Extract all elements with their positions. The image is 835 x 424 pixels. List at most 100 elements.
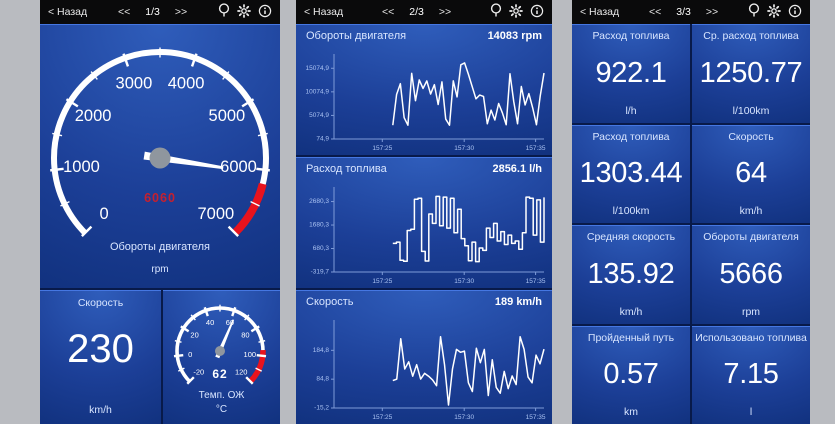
rpm-gauge-widget[interactable]: 0 1000 2000 3000 4000 5000 6000 7000 6060 Оборот…: [40, 24, 280, 288]
svg-text:157:25: 157:25: [372, 278, 392, 285]
svg-text:74,9: 74,9: [316, 136, 329, 143]
settings-gear-icon[interactable]: [767, 3, 781, 21]
svg-text:20: 20: [190, 331, 198, 340]
speed-value: 230: [67, 327, 134, 371]
svg-text:184,8: 184,8: [313, 347, 330, 354]
rpm-chart-current-value: 14083 rpm: [487, 30, 542, 42]
svg-text:7000: 7000: [198, 205, 235, 223]
svg-text:157:25: 157:25: [372, 145, 392, 152]
speed-unit: km/h: [89, 404, 112, 416]
page-indicator: 3/3: [676, 6, 691, 18]
nav-header: < Назад << 2/3 >>: [296, 0, 552, 24]
tile-title: Использовано топлива: [695, 331, 807, 344]
next-page-button[interactable]: >>: [438, 6, 452, 18]
tile-speed[interactable]: Скорость 64 km/h: [692, 124, 810, 223]
rpm-gauge-title: Обороты двигателя: [109, 241, 211, 253]
nav-header: < Назад << 3/3 >>: [572, 0, 810, 24]
tile-title: Расход топлива: [592, 130, 670, 143]
svg-text:157:30: 157:30: [454, 414, 474, 421]
page-switcher: << 1/3 >>: [87, 6, 218, 18]
svg-text:3000: 3000: [116, 74, 153, 92]
coolant-temp-gauge-widget[interactable]: -20 0 20 40 60 80 100 120 62 Темп. ОЖ °C: [163, 290, 280, 424]
tile-value: 5666: [719, 257, 783, 290]
prev-page-button[interactable]: <<: [118, 6, 131, 18]
svg-text:157:30: 157:30: [454, 278, 474, 285]
back-button[interactable]: < Назад: [304, 6, 344, 18]
page-indicator: 1/3: [145, 6, 160, 18]
prev-page-button[interactable]: <<: [382, 6, 395, 18]
screen-dashboard-gauges: < Назад << 1/3 >> 0 1000 2000 3000 4000 5000 6…: [40, 0, 280, 424]
svg-text:157:25: 157:25: [372, 414, 392, 421]
speed-chart: -15,2 84,8 184,8 157:25 157:30 157:35: [313, 320, 546, 421]
screen-live-charts: < Назад << 2/3 >> Обороты двигателя 1408…: [296, 0, 552, 424]
fuel-rate-chart: -319,7 680,3 1680,3 2680,3 157:25 157:30 157:3…: [309, 187, 546, 285]
svg-text:120: 120: [235, 368, 248, 377]
svg-text:2000: 2000: [75, 107, 112, 125]
speed-chart-current-value: 189 km/h: [494, 296, 542, 308]
speed-value-widget[interactable]: Скорость 230 km/h: [40, 290, 161, 424]
settings-gear-icon[interactable]: [237, 3, 251, 21]
tile-average-speed[interactable]: Средняя скорость 135.92 km/h: [572, 225, 690, 324]
svg-text:0: 0: [188, 350, 192, 359]
tile-value: 7.15: [723, 358, 779, 391]
info-icon[interactable]: [530, 4, 544, 21]
tile-title: Средняя скорость: [586, 231, 676, 243]
tile-title: Пройденный путь: [587, 331, 675, 344]
tile-title: Расход топлива: [592, 30, 670, 42]
info-icon[interactable]: [258, 4, 272, 21]
connection-status-icon[interactable]: [490, 3, 502, 21]
svg-text:157:35: 157:35: [526, 278, 546, 285]
svg-text:60: 60: [226, 318, 234, 327]
svg-text:1680,3: 1680,3: [309, 222, 329, 229]
tile-value: 135.92: [587, 257, 675, 290]
coolant-temp-title: Темп. ОЖ: [198, 390, 245, 401]
prev-page-button[interactable]: <<: [649, 6, 662, 18]
rpm-chart: 74,9 5074,9 10074,9 15074,9 157:25 157:30 157:…: [306, 54, 546, 152]
tile-unit: km/h: [619, 305, 643, 318]
tile-engine-rpm[interactable]: Обороты двигателя 5666 rpm: [692, 225, 810, 324]
svg-text:157:30: 157:30: [454, 145, 474, 152]
svg-text:40: 40: [206, 318, 214, 327]
speed-title: Скорость: [77, 297, 124, 309]
page-switcher: << 2/3 >>: [343, 6, 490, 18]
fuel-rate-chart-current-value: 2856.1 l/h: [492, 163, 542, 175]
svg-text:84,8: 84,8: [316, 376, 329, 383]
tile-unit: km: [624, 406, 638, 418]
svg-text:15074,9: 15074,9: [306, 65, 330, 72]
svg-text:5074,9: 5074,9: [309, 112, 329, 119]
connection-status-icon[interactable]: [748, 3, 760, 21]
back-button[interactable]: < Назад: [48, 6, 88, 18]
fuel-rate-chart-widget[interactable]: Расход топлива 2856.1 l/h -319,7 680,3 168…: [296, 157, 552, 288]
tile-fuel-rate[interactable]: Расход топлива 922.1 l/h: [572, 24, 690, 123]
coolant-temp-unit: °C: [215, 404, 228, 415]
tile-distance-traveled[interactable]: Пройденный путь 0.57 km: [572, 325, 690, 424]
svg-text:6000: 6000: [220, 158, 257, 176]
svg-text:680,3: 680,3: [313, 245, 330, 252]
tile-value: 0.57: [603, 358, 659, 391]
svg-text:-20: -20: [193, 368, 204, 377]
tile-value: 922.1: [595, 56, 667, 89]
tile-title: Скорость: [728, 130, 774, 143]
back-button[interactable]: < Назад: [580, 6, 620, 18]
coolant-temp-gauge: -200 20 40 60 80 100 120 62: [173, 304, 267, 385]
info-icon[interactable]: [788, 4, 802, 21]
speed-chart-widget[interactable]: Скорость 189 km/h -15,2 84,8 184,8 157:25 15…: [296, 290, 552, 424]
svg-text:6060: 6060: [144, 191, 176, 205]
rpm-gauge-unit: rpm: [151, 264, 169, 275]
rpm-chart-widget[interactable]: Обороты двигателя 14083 rpm 74,9 5074,9 10…: [296, 24, 552, 155]
speed-chart-title: Скорость: [306, 296, 354, 308]
svg-text:1000: 1000: [63, 158, 100, 176]
page-switcher: << 3/3 >>: [619, 6, 748, 18]
next-page-button[interactable]: >>: [174, 6, 188, 18]
tile-avg-fuel-consumption[interactable]: Ср. расход топлива 1250.77 l/100km: [692, 24, 810, 123]
tile-fuel-used[interactable]: Использовано топлива 7.15 l: [692, 325, 810, 424]
next-page-button[interactable]: >>: [705, 6, 719, 18]
tile-fuel-consumption[interactable]: Расход топлива 1303.44 l/100km: [572, 124, 690, 223]
settings-gear-icon[interactable]: [509, 3, 523, 21]
tile-unit: l: [749, 406, 753, 418]
svg-text:80: 80: [241, 331, 249, 340]
connection-status-icon[interactable]: [218, 3, 230, 21]
tile-value: 1250.77: [699, 56, 803, 89]
